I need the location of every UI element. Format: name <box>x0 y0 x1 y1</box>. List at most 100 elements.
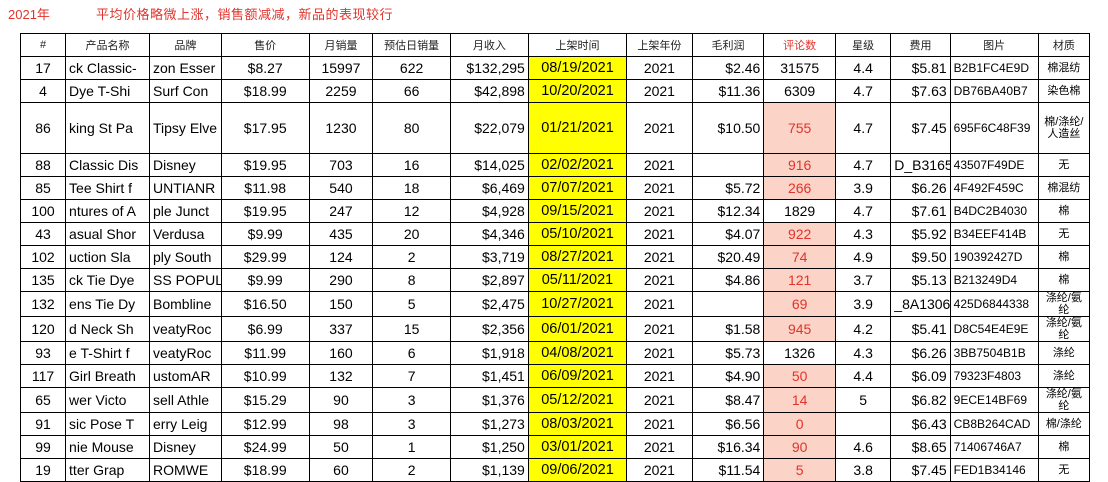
table-row[interactable]: 88 Classic Dis Disney $19.95 703 16 $14,025 02/… <box>19 153 1091 177</box>
cell-monthly-revenue[interactable]: $4,346 <box>450 222 529 246</box>
cell-material[interactable]: 涤纶/氨纶 <box>1037 387 1091 413</box>
cell-material[interactable]: 涤纶 <box>1037 364 1091 388</box>
cell-listing-date[interactable]: 08/27/2021 <box>527 245 628 269</box>
cell-material[interactable]: 染色棉 <box>1037 79 1091 103</box>
cell-gross-profit[interactable]: $6.56 <box>691 412 765 436</box>
cell-reviews[interactable]: 14 <box>763 387 836 413</box>
col-header-reviews[interactable]: 评论数 <box>763 33 836 57</box>
col-header-monthly-sales[interactable]: 月销量 <box>308 33 374 57</box>
cell-index[interactable]: 86 <box>19 102 67 154</box>
cell-monthly-revenue[interactable]: $1,273 <box>450 412 529 436</box>
col-header-fee[interactable]: 费用 <box>890 33 951 57</box>
cell-price[interactable]: $8.27 <box>220 56 310 80</box>
cell-monthly-sales[interactable]: 247 <box>308 199 374 223</box>
cell-product-name[interactable]: Classic Dis <box>65 153 150 177</box>
cell-gross-profit[interactable]: $12.34 <box>691 199 765 223</box>
cell-stars[interactable]: 4.4 <box>834 56 892 80</box>
cell-daily-sales[interactable]: 8 <box>372 268 452 292</box>
cell-monthly-sales[interactable]: 540 <box>308 176 374 200</box>
cell-fee[interactable]: $6.82 <box>890 387 951 413</box>
cell-daily-sales[interactable]: 1 <box>372 435 452 459</box>
cell-material[interactable]: 棉 <box>1037 268 1091 292</box>
cell-reviews[interactable]: 121 <box>763 268 836 292</box>
cell-reviews[interactable]: 90 <box>763 435 836 459</box>
cell-listing-date[interactable]: 09/06/2021 <box>527 458 628 482</box>
cell-gross-profit[interactable]: $5.72 <box>691 176 765 200</box>
cell-listing-year[interactable]: 2021 <box>626 435 693 459</box>
cell-material[interactable]: 涤纶/氨纶 <box>1037 291 1091 317</box>
cell-fee[interactable]: _8A1306 <box>890 291 951 317</box>
table-row[interactable]: 120 d Neck Sh veatyRoc $6.99 337 15 $2,356 06/0… <box>19 316 1091 342</box>
cell-monthly-sales[interactable]: 2259 <box>308 79 374 103</box>
cell-stars[interactable]: 4.7 <box>834 79 892 103</box>
cell-monthly-sales[interactable]: 50 <box>308 435 374 459</box>
cell-index[interactable]: 99 <box>19 435 67 459</box>
cell-index[interactable]: 85 <box>19 176 67 200</box>
cell-listing-year[interactable]: 2021 <box>626 245 693 269</box>
cell-fee[interactable]: $8.65 <box>890 435 951 459</box>
cell-monthly-revenue[interactable]: $132,295 <box>450 56 529 80</box>
cell-monthly-revenue[interactable]: $1,250 <box>450 435 529 459</box>
cell-monthly-revenue[interactable]: $1,451 <box>450 364 529 388</box>
cell-monthly-sales[interactable]: 1230 <box>308 102 374 154</box>
cell-image-id[interactable]: 4F492F459C <box>949 176 1039 200</box>
cell-listing-year[interactable]: 2021 <box>626 153 693 177</box>
cell-image-id[interactable]: 425D6844338 <box>949 291 1039 317</box>
cell-daily-sales[interactable]: 15 <box>372 316 452 342</box>
cell-material[interactable]: 棉 <box>1037 435 1091 459</box>
cell-index[interactable]: 100 <box>19 199 67 223</box>
cell-gross-profit[interactable]: $4.90 <box>691 364 765 388</box>
cell-brand[interactable]: ply South <box>149 245 222 269</box>
cell-monthly-revenue[interactable]: $2,897 <box>450 268 529 292</box>
cell-daily-sales[interactable]: 12 <box>372 199 452 223</box>
cell-brand[interactable]: Disney <box>149 435 222 459</box>
cell-reviews[interactable]: 0 <box>763 412 836 436</box>
cell-brand[interactable]: Surf Con <box>149 79 222 103</box>
cell-index[interactable]: 17 <box>19 56 67 80</box>
cell-product-name[interactable]: uction Sla <box>65 245 150 269</box>
cell-stars[interactable]: 4.4 <box>834 364 892 388</box>
cell-index[interactable]: 120 <box>19 316 67 342</box>
cell-monthly-revenue[interactable]: $1,376 <box>450 387 529 413</box>
cell-fee[interactable]: $5.41 <box>890 316 951 342</box>
cell-fee[interactable]: $6.26 <box>890 341 951 365</box>
cell-stars[interactable]: 4.6 <box>834 435 892 459</box>
cell-daily-sales[interactable]: 6 <box>372 341 452 365</box>
cell-monthly-revenue[interactable]: $4,928 <box>450 199 529 223</box>
col-header-daily-sales[interactable]: 预估日销量 <box>372 33 452 57</box>
cell-listing-date[interactable]: 02/02/2021 <box>527 153 628 177</box>
cell-brand[interactable]: ROMWE <box>149 458 222 482</box>
cell-price[interactable]: $9.99 <box>220 268 310 292</box>
cell-gross-profit[interactable]: $11.54 <box>691 458 765 482</box>
cell-stars[interactable] <box>834 412 892 436</box>
cell-listing-year[interactable]: 2021 <box>626 412 693 436</box>
cell-fee[interactable]: $7.61 <box>890 199 951 223</box>
cell-brand[interactable]: sell Athle <box>149 387 222 413</box>
table-row[interactable]: 86 king St Pa Tipsy Elve $17.95 1230 80 $22,07… <box>19 102 1091 154</box>
table-row[interactable]: 135 ck Tie Dye SS POPUL $9.99 290 8 $2,897 05/1… <box>19 268 1091 292</box>
cell-listing-year[interactable]: 2021 <box>626 79 693 103</box>
cell-index[interactable]: 132 <box>19 291 67 317</box>
cell-listing-date[interactable]: 07/07/2021 <box>527 176 628 200</box>
col-header-listing-date[interactable]: 上架时间 <box>527 33 628 57</box>
cell-product-name[interactable]: Dye T-Shi <box>65 79 150 103</box>
cell-monthly-sales[interactable]: 337 <box>308 316 374 342</box>
cell-index[interactable]: 43 <box>19 222 67 246</box>
cell-reviews[interactable]: 69 <box>763 291 836 317</box>
cell-product-name[interactable]: sic Pose T <box>65 412 150 436</box>
cell-gross-profit[interactable]: $4.07 <box>691 222 765 246</box>
col-header-product-name[interactable]: 产品名称 <box>65 33 150 57</box>
table-row[interactable]: 132 ens Tie Dy Bombline $16.50 150 5 $2,475 10/… <box>19 291 1091 317</box>
cell-daily-sales[interactable]: 80 <box>372 102 452 154</box>
cell-reviews[interactable]: 266 <box>763 176 836 200</box>
cell-image-id[interactable]: FED1B34146 <box>949 458 1039 482</box>
cell-listing-date[interactable]: 10/27/2021 <box>527 291 628 317</box>
cell-monthly-revenue[interactable]: $3,719 <box>450 245 529 269</box>
cell-listing-date[interactable]: 08/19/2021 <box>527 56 628 80</box>
col-header-material[interactable]: 材质 <box>1037 33 1091 57</box>
cell-monthly-revenue[interactable]: $1,139 <box>450 458 529 482</box>
cell-monthly-sales[interactable]: 290 <box>308 268 374 292</box>
cell-monthly-sales[interactable]: 60 <box>308 458 374 482</box>
cell-brand[interactable]: ple Junct <box>149 199 222 223</box>
cell-reviews[interactable]: 1326 <box>763 341 836 365</box>
